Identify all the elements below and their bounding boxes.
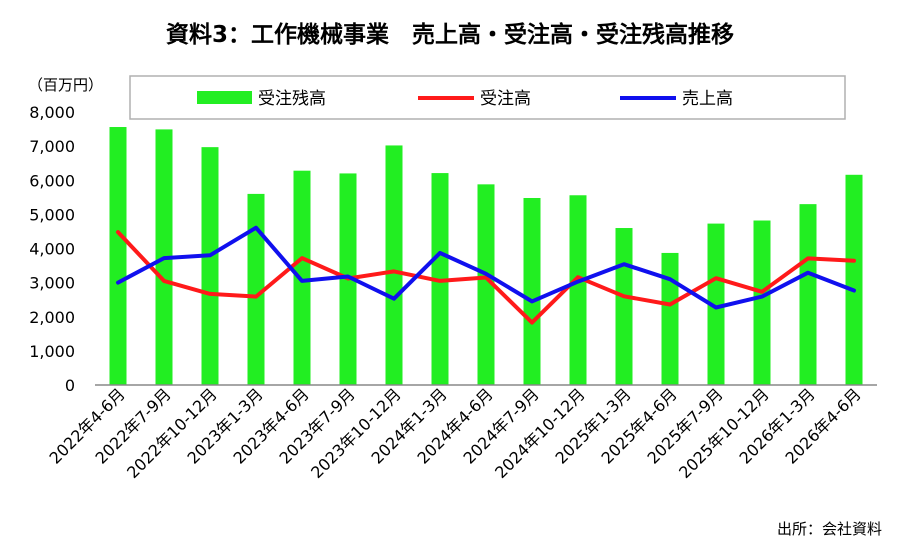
y-tick-label: 8,000 (29, 103, 75, 122)
legend-label-sales: 売上高 (682, 89, 733, 109)
y-tick-label: 5,000 (29, 205, 75, 224)
y-tick-label: 1,000 (29, 342, 75, 361)
bar-order-backlog (753, 220, 771, 385)
line-sales (116, 225, 856, 310)
bar-order-backlog (247, 193, 265, 385)
bar-order-backlog (201, 147, 219, 385)
bar-order-backlog (523, 197, 541, 385)
chart-title: 資料3：工作機械事業 売上高・受注高・受注残高推移 (166, 21, 734, 48)
legend: 受注残高 受注高 売上高 (129, 75, 846, 120)
y-axis-unit-label: （百万円） (28, 76, 103, 94)
source-note: 出所：会社資料 (777, 520, 882, 538)
x-axis-ticks: 2022年4-6月2022年7-9月2022年10-12月2023年1-3月20… (45, 384, 864, 482)
legend-swatch-order-backlog (197, 91, 252, 104)
legend-label-order-backlog: 受注残高 (258, 89, 326, 109)
bar-order-backlog (799, 204, 817, 385)
bar-order-backlog (845, 174, 863, 385)
bar-series (109, 127, 863, 385)
y-tick-label: 6,000 (29, 171, 75, 190)
bar-order-backlog (385, 145, 403, 385)
y-tick-label: 0 (65, 376, 75, 395)
y-tick-label: 7,000 (29, 137, 75, 156)
line-orders (116, 230, 856, 325)
y-tick-label: 4,000 (29, 240, 75, 259)
bar-order-backlog (661, 252, 679, 385)
legend-label-orders: 受注高 (480, 89, 531, 109)
bar-order-backlog (707, 223, 725, 385)
bar-order-backlog (569, 195, 587, 385)
y-tick-label: 3,000 (29, 274, 75, 293)
line-series (116, 225, 856, 325)
bar-order-backlog (109, 127, 127, 385)
bar-order-backlog (477, 184, 495, 385)
bar-order-backlog (615, 228, 633, 385)
y-axis-ticks: 8,000 7,000 6,000 5,000 4,000 3,000 2,000 1,000… (29, 103, 75, 395)
y-tick-label: 2,000 (29, 308, 75, 327)
